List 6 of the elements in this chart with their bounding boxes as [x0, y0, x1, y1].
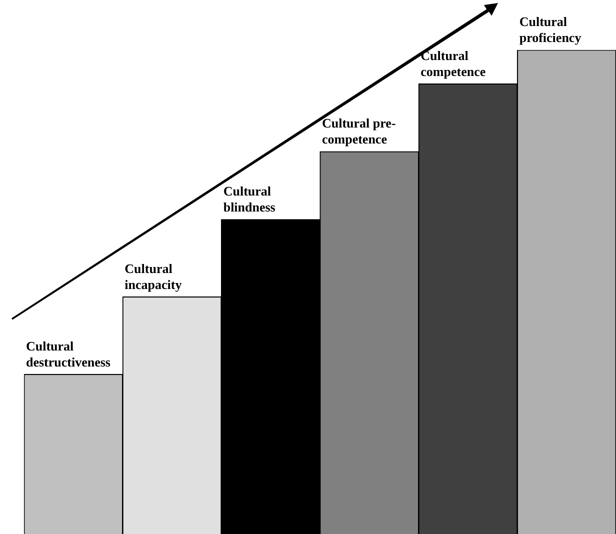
x-tick-label: Cultural blindness: [223, 183, 276, 214]
x-tick-label: Cultural proficiency: [519, 14, 582, 45]
x-tick-label: Cultural competence: [420, 48, 486, 79]
x-tick-label: Cultural pre-competence: [322, 116, 396, 147]
x-tick-label: Cultural destructiveness: [26, 338, 110, 370]
x-tick-label: Cultural incapacity: [124, 260, 182, 292]
